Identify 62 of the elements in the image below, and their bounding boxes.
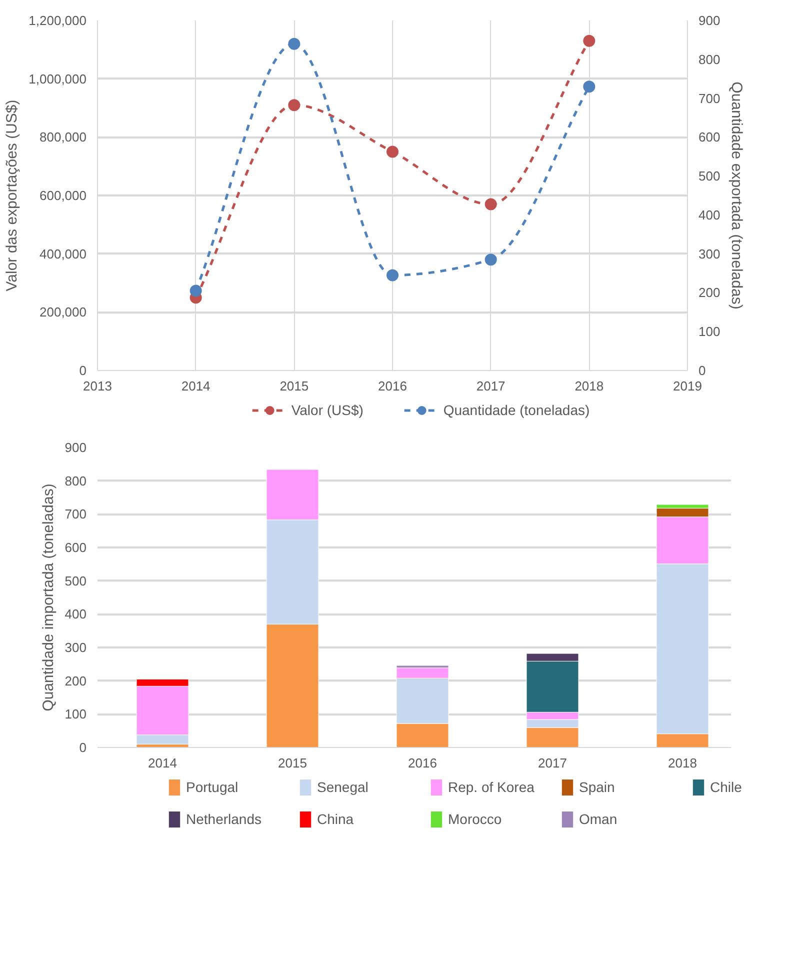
x-tick-label: 2018 — [668, 756, 697, 770]
y2-tick-label: 700 — [698, 90, 720, 106]
y2-tick-label: 600 — [698, 130, 720, 145]
point — [583, 34, 596, 47]
y-axis-title: Valor das exportações (US$) — [4, 100, 21, 292]
y2-tick-label: 100 — [698, 324, 720, 340]
y-tick-label: 0 — [79, 740, 87, 755]
y2-tick-label: 500 — [698, 168, 720, 184]
y-tick-label: 600,000 — [40, 188, 87, 203]
y-tick-label: 400 — [64, 606, 87, 622]
point — [386, 146, 398, 158]
legend-label: Oman — [579, 811, 618, 827]
x-tick-label: 2015 — [280, 378, 309, 394]
y-axis-title: Quantidade importada (toneladas) — [40, 484, 57, 712]
y-tick-label: 1,000,000 — [28, 71, 87, 86]
y-tick-label: 800 — [64, 473, 87, 488]
y-tick-label: 100 — [64, 706, 87, 722]
y2-tick-label: 800 — [698, 52, 720, 67]
x-tick-label: 2019 — [673, 378, 702, 394]
x-tick-label: 2017 — [476, 378, 506, 394]
y-tick-label: 800,000 — [40, 130, 87, 145]
y2-tick-label: 400 — [698, 207, 720, 222]
legend-label: China — [317, 811, 355, 827]
point — [386, 269, 398, 282]
point — [583, 80, 596, 93]
point — [288, 99, 300, 112]
y2-tick-label: 300 — [698, 246, 720, 262]
legend-label: Morocco — [448, 811, 503, 827]
y-tick-label: 200,000 — [40, 304, 87, 320]
y-tick-label: 500 — [64, 573, 87, 588]
legend-label: Senegal — [317, 779, 370, 795]
x-tick-label: 2014 — [181, 378, 210, 394]
y2-axis-title: Quantidade exportada (toneladas) — [728, 82, 746, 310]
x-tick-label: 2014 — [148, 756, 177, 770]
x-tick-label: 2016 — [408, 756, 437, 770]
y-tick-label: 600 — [64, 540, 87, 555]
point — [484, 198, 497, 210]
x-tick-label: 2013 — [83, 378, 112, 394]
y2-tick-label: 0 — [698, 363, 706, 378]
y-tick-label: 300 — [64, 640, 87, 655]
legend-label: Chile — [710, 779, 743, 795]
legend-label: Rep. of Korea — [448, 779, 536, 795]
legend-label: Netherlands — [186, 811, 262, 827]
point — [288, 38, 300, 50]
x-tick-label: 2017 — [538, 756, 567, 770]
y-tick-label: 1,200,000 — [28, 13, 87, 28]
y-tick-label: 900 — [64, 440, 87, 455]
y-tick-label: 200 — [64, 673, 87, 688]
point — [190, 284, 202, 297]
legend-label: Valor (US$) — [291, 402, 364, 418]
point — [484, 254, 497, 266]
y2-tick-label: 900 — [698, 13, 720, 28]
legend-label: Quantidade (toneladas) — [443, 402, 590, 418]
y2-tick-label: 200 — [698, 285, 720, 300]
legend-label: Spain — [579, 779, 616, 795]
y-tick-label: 400,000 — [40, 246, 87, 262]
y-tick-label: 0 — [79, 363, 87, 378]
x-tick-label: 2015 — [278, 756, 307, 770]
y-tick-label: 700 — [64, 506, 87, 522]
x-tick-label: 2016 — [378, 378, 407, 394]
legend-label: Portugal — [186, 779, 240, 795]
x-tick-label: 2018 — [574, 378, 604, 394]
